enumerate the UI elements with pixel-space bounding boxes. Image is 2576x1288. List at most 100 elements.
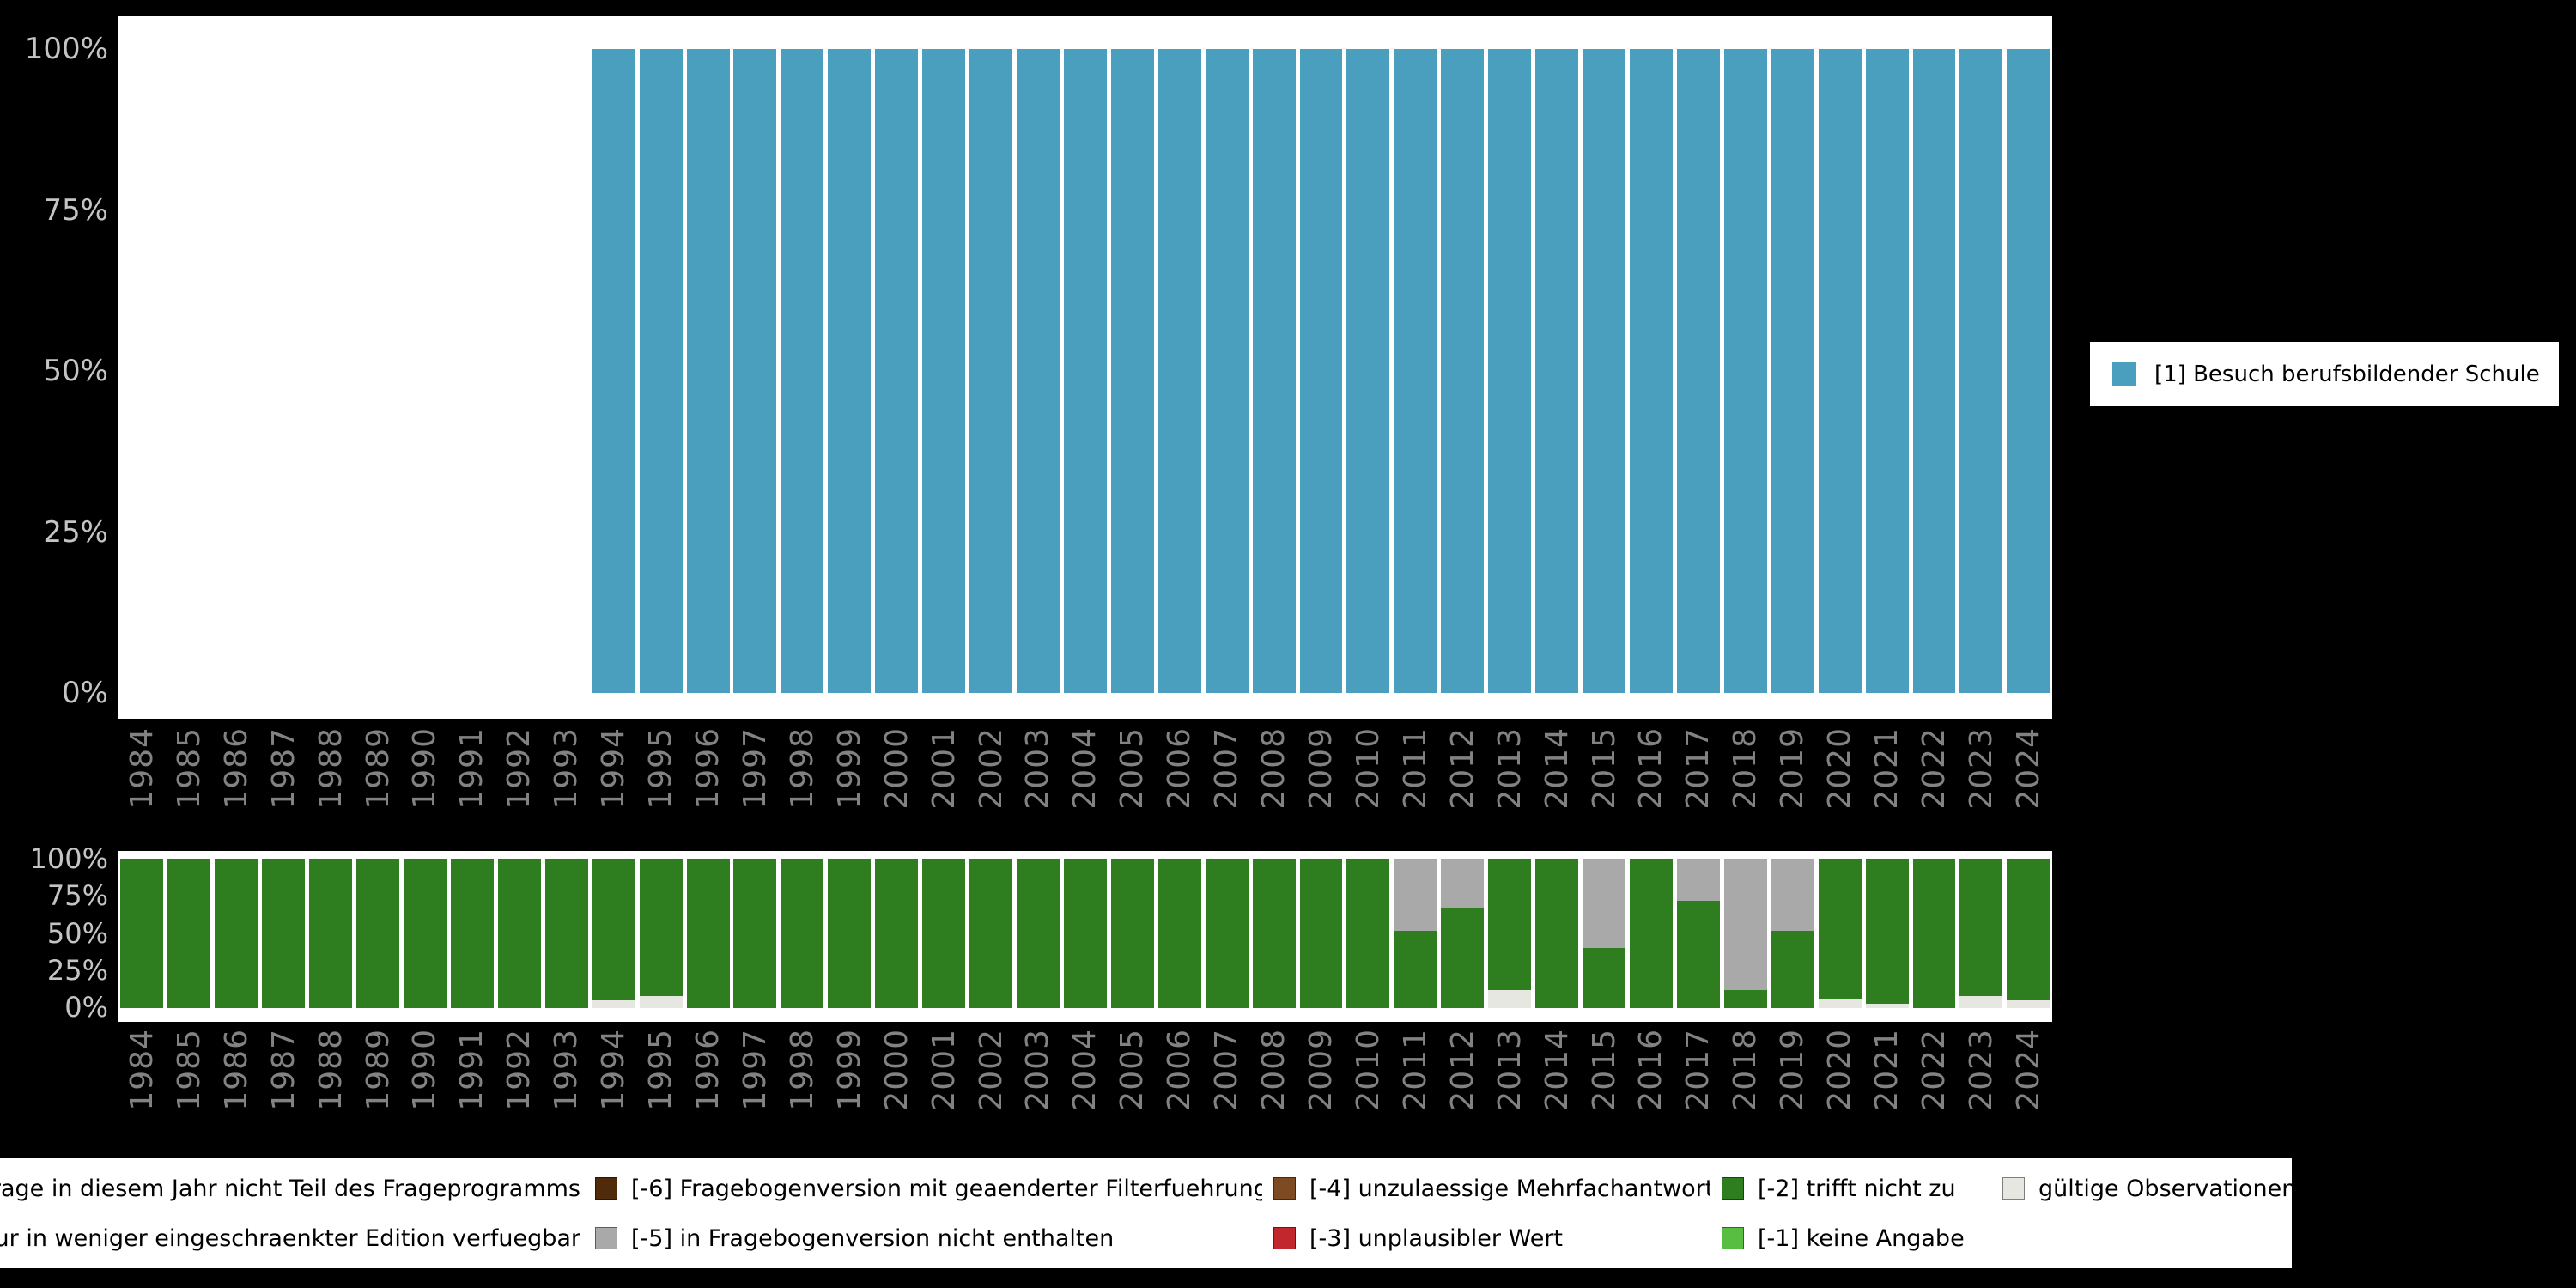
bottom-chart-plot-area	[118, 851, 2052, 1022]
stack-slot-2016	[1628, 859, 1675, 1008]
segment-2007	[1206, 859, 1249, 1008]
x-tick-label: 2015	[1587, 1029, 1622, 1111]
stacked-bar-2007	[1206, 859, 1249, 1008]
x-tick-cell: 1996	[684, 1029, 732, 1149]
stacked-bar-2008	[1253, 859, 1296, 1008]
x-tick-cell: 1997	[732, 1029, 779, 1149]
x-tick-cell: 2019	[1769, 1029, 1816, 1149]
stacked-bar-1986	[215, 859, 258, 1008]
bar-slot-1985	[166, 49, 213, 693]
x-tick-label: 2004	[1067, 727, 1103, 810]
x-tick-label: 2002	[974, 727, 1009, 810]
bar-slot-1993	[543, 49, 590, 693]
x-tick-label: 1996	[690, 1029, 726, 1111]
x-tick-label: 2023	[1964, 1029, 1999, 1111]
bar-slot-2017	[1674, 49, 1722, 693]
bar-2018	[1724, 49, 1767, 693]
bar-slot-2023	[1958, 49, 2005, 693]
segment-2017	[1677, 859, 1720, 901]
stack-slot-1986	[213, 859, 260, 1008]
x-tick-label: 2018	[1728, 727, 1763, 810]
bar-slot-1992	[495, 49, 543, 693]
stacked-bar-1998	[781, 859, 823, 1008]
bar-slot-2019	[1769, 49, 1816, 693]
stack-slot-1990	[402, 859, 449, 1008]
x-tick-label: 1989	[361, 1029, 396, 1111]
x-tick-label: 2006	[1162, 727, 1197, 810]
bar-slot-2009	[1297, 49, 1345, 693]
x-tick-cell: 1993	[543, 727, 590, 848]
x-tick-label: 2002	[974, 1029, 1009, 1111]
stacked-bar-1997	[733, 859, 776, 1008]
segment-2017	[1677, 901, 1720, 1008]
x-tick-label: 2004	[1067, 1029, 1103, 1111]
x-tick-cell: 2014	[1534, 727, 1581, 848]
stack-slot-2011	[1392, 859, 1439, 1008]
stack-slot-1995	[637, 859, 684, 1008]
segment-2018	[1724, 990, 1767, 1008]
x-tick-label: 2016	[1633, 1029, 1668, 1111]
x-tick-cell: 1988	[307, 1029, 355, 1149]
bar-slot-2014	[1534, 49, 1581, 693]
x-tick-cell: 1997	[732, 727, 779, 848]
segment-1986	[215, 859, 258, 1008]
segment-2024	[2007, 1000, 2050, 1008]
segment-2015	[1583, 948, 1625, 1008]
bar-slot-1990	[402, 49, 449, 693]
segment-2016	[1630, 859, 1673, 1008]
bar-2005	[1111, 49, 1154, 693]
top-chart-x-axis: 1984198519861987198819891990199119921993…	[118, 727, 2052, 848]
stacked-bar-1989	[356, 859, 399, 1008]
legend-item: [-1] keine Angabe	[1710, 1225, 1991, 1252]
stacked-bar-1985	[167, 859, 210, 1008]
x-tick-cell: 2019	[1769, 727, 1816, 848]
legend-label: gültige Observationen	[2038, 1176, 2292, 1202]
segment-1998	[781, 859, 823, 1008]
x-tick-cell: 1989	[355, 1029, 402, 1149]
stack-slot-1996	[684, 859, 732, 1008]
segment-2014	[1535, 859, 1578, 1008]
bar-1994	[592, 49, 635, 693]
stacked-bar-1988	[309, 859, 352, 1008]
x-tick-label: 2018	[1728, 1029, 1763, 1111]
bar-1997	[733, 49, 776, 693]
x-tick-cell: 2010	[1345, 1029, 1392, 1149]
segment-1987	[262, 859, 305, 1008]
x-tick-cell: 2021	[1863, 1029, 1911, 1149]
segment-2013	[1488, 859, 1531, 990]
x-tick-label: 2007	[1209, 1029, 1244, 1111]
segment-1995	[640, 996, 683, 1008]
x-tick-label: 2003	[1020, 727, 1055, 810]
x-tick-cell: 2023	[1958, 1029, 2005, 1149]
bar-2017	[1677, 49, 1720, 693]
stacked-bar-2001	[922, 859, 965, 1008]
segment-2020	[1819, 999, 1862, 1008]
x-tick-cell: 2002	[968, 727, 1015, 848]
legend-row: ur in weniger eingeschraenkter Edition v…	[0, 1213, 2292, 1263]
bar-2000	[875, 49, 918, 693]
bar-slot-1986	[213, 49, 260, 693]
segment-2015	[1583, 859, 1625, 948]
segment-2011	[1394, 859, 1437, 931]
stack-slot-1998	[779, 859, 826, 1008]
x-tick-label: 1984	[125, 1029, 160, 1111]
x-tick-cell: 1993	[543, 1029, 590, 1149]
segment-1995	[640, 859, 683, 996]
stack-slot-2021	[1863, 859, 1911, 1008]
x-tick-label: 2013	[1492, 1029, 1528, 1111]
x-tick-label: 1989	[361, 727, 396, 810]
x-tick-cell: 2001	[920, 727, 968, 848]
variable-frequency-figure: 100%75%50%25%0% 198419851986198719881989…	[0, 0, 2576, 1288]
bar-slot-1997	[732, 49, 779, 693]
legend-item: ur in weniger eingeschraenkter Edition v…	[0, 1225, 584, 1252]
bar-2015	[1583, 49, 1625, 693]
x-tick-label: 2005	[1115, 727, 1150, 810]
stack-slot-2000	[873, 859, 920, 1008]
bar-2016	[1630, 49, 1673, 693]
x-tick-label: 1986	[219, 1029, 254, 1111]
x-tick-cell: 1987	[260, 1029, 307, 1149]
x-tick-cell: 2011	[1392, 727, 1439, 848]
x-tick-label: 2012	[1445, 1029, 1480, 1111]
stacked-bar-2017	[1677, 859, 1720, 1008]
x-tick-cell: 1995	[637, 1029, 684, 1149]
